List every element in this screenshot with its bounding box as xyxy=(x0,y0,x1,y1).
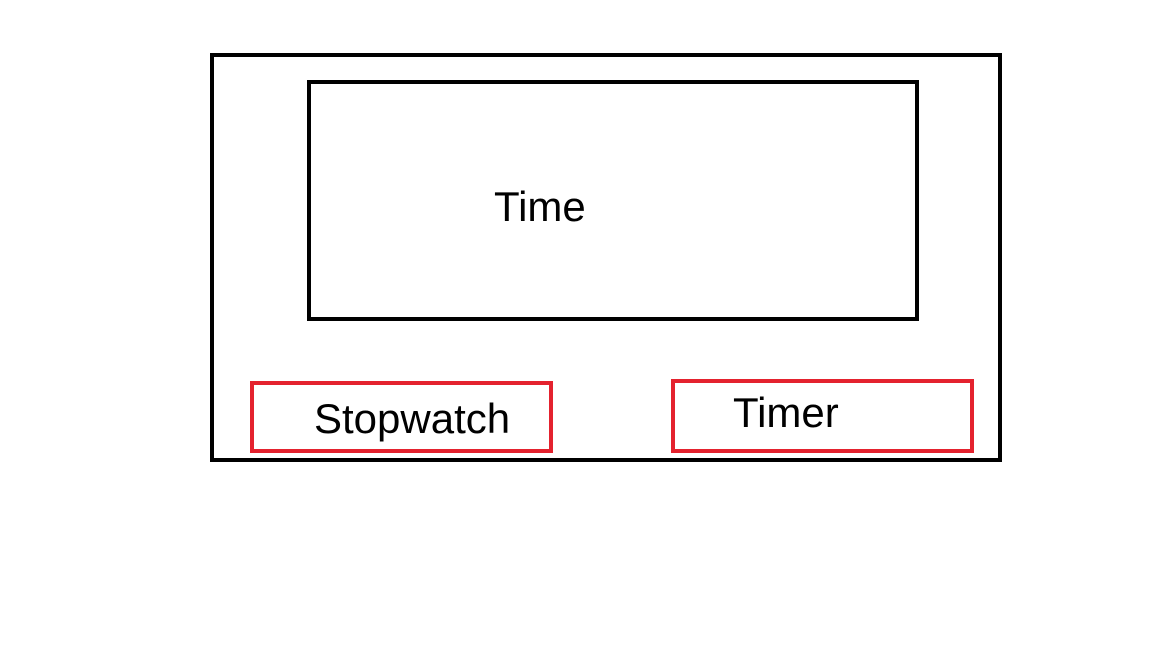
timer-button-label: Timer xyxy=(733,389,839,436)
timer-button[interactable]: Timer xyxy=(671,379,974,453)
app-frame xyxy=(210,53,1002,462)
stopwatch-button-label: Stopwatch xyxy=(314,395,511,442)
time-display: Time xyxy=(307,80,919,321)
time-label: Time xyxy=(494,183,586,230)
stopwatch-button[interactable]: Stopwatch xyxy=(250,381,553,453)
